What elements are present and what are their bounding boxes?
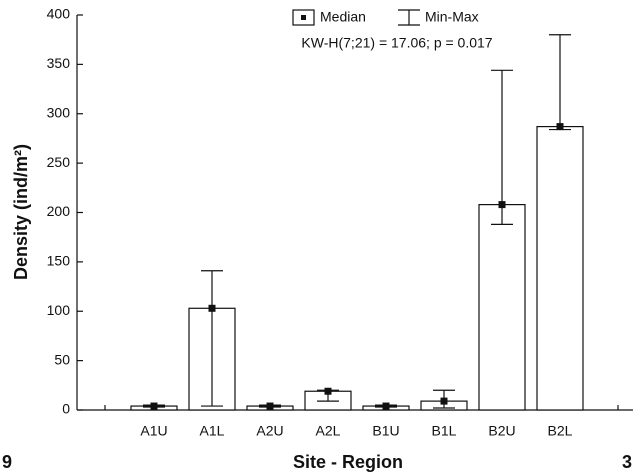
y-tick-label: 200: [47, 203, 71, 219]
y-tick-label: 350: [47, 55, 71, 71]
bar: [536, 125, 584, 411]
min-max-whisker: [201, 270, 223, 407]
y-tick-label: 100: [47, 302, 71, 318]
y-tick-label: 300: [47, 104, 71, 120]
x-tick-label: B1L: [432, 423, 457, 439]
annotation: KW-H(7;21) = 17.06; p = 0.017: [301, 35, 492, 51]
y-tick-label: 250: [47, 154, 71, 170]
legend-label: Median: [320, 9, 366, 25]
median-marker: [498, 201, 506, 209]
legend-whisker-icon: [398, 9, 420, 26]
bar: [478, 204, 526, 411]
legend-median-icon: [301, 15, 306, 20]
x-tick-label: A2U: [256, 423, 283, 439]
edge-fragment: 9: [2, 452, 12, 472]
median-marker: [150, 402, 158, 410]
edge-fragment: 3: [622, 452, 632, 472]
median-marker: [440, 397, 448, 405]
x-tick-label: B2U: [488, 423, 515, 439]
min-max-whisker: [549, 34, 571, 131]
y-tick-label: 400: [47, 6, 71, 22]
median-marker: [266, 402, 274, 410]
y-tick-label: 0: [62, 401, 70, 417]
median-marker: [324, 387, 332, 395]
median-marker: [208, 304, 216, 312]
x-tick-label: A1L: [200, 423, 225, 439]
y-axis-title: Density (ind/m²): [11, 144, 31, 280]
legend-label: Min-Max: [425, 9, 479, 25]
y-tick-label: 150: [47, 253, 71, 269]
x-tick-label: A2L: [316, 423, 341, 439]
median-marker: [556, 123, 564, 131]
x-tick-label: A1U: [140, 423, 167, 439]
x-tick-label: B1U: [372, 423, 399, 439]
median-marker: [382, 402, 390, 410]
min-max-whisker: [491, 69, 513, 225]
y-tick-label: 50: [54, 351, 70, 367]
x-tick-label: B2L: [548, 423, 573, 439]
x-axis-title: Site - Region: [293, 452, 403, 472]
